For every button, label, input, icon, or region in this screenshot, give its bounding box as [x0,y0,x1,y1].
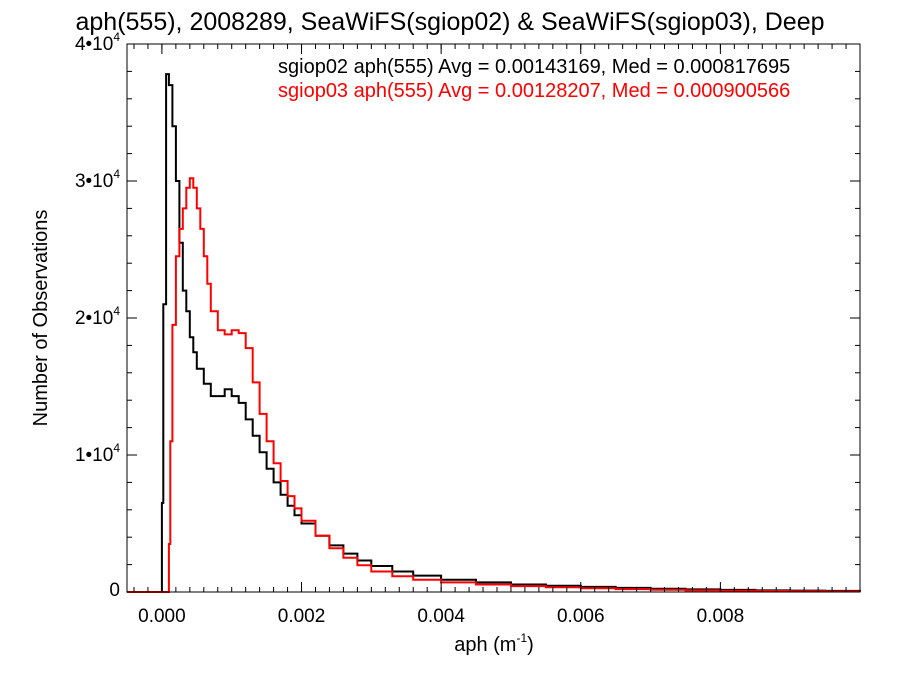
legend: sgiop02 aph(555) Avg = 0.00143169, Med =… [278,56,790,102]
y-tick-label: 4•104 [75,30,120,55]
y-axis-label: Number of Observations [30,210,52,427]
x-tick-label: 0.002 [278,606,326,627]
chart-title: aph(555), 2008289, SeaWiFS(sgiop02) & Se… [75,8,824,36]
y-tick-label: 2•104 [75,304,120,329]
x-axis: 0.000 0.002 0.004 0.006 0.008 [133,44,847,627]
legend-entry: sgiop02 aph(555) Avg = 0.00143169, Med =… [278,56,790,78]
series-line-sgiop02 [127,73,861,593]
x-tick-label: 0.008 [697,606,745,627]
plot-frame [126,43,861,593]
y-tick-label: 1•104 [75,441,120,466]
y-tick-label: 3•104 [75,167,120,192]
series-layer [127,73,861,593]
y-tick-label: 0 [109,580,120,601]
x-tick-label: 0.006 [557,606,605,627]
y-axis: 0 1•104 2•104 3•104 4•104 [75,30,860,601]
x-tick-label: 0.004 [417,606,465,627]
x-axis-label: aph (m-1) [454,631,534,656]
legend-entry: sgiop03 aph(555) Avg = 0.00128207, Med =… [278,80,790,102]
x-tick-label: 0.000 [138,606,186,627]
series-line-sgiop03 [127,177,861,593]
